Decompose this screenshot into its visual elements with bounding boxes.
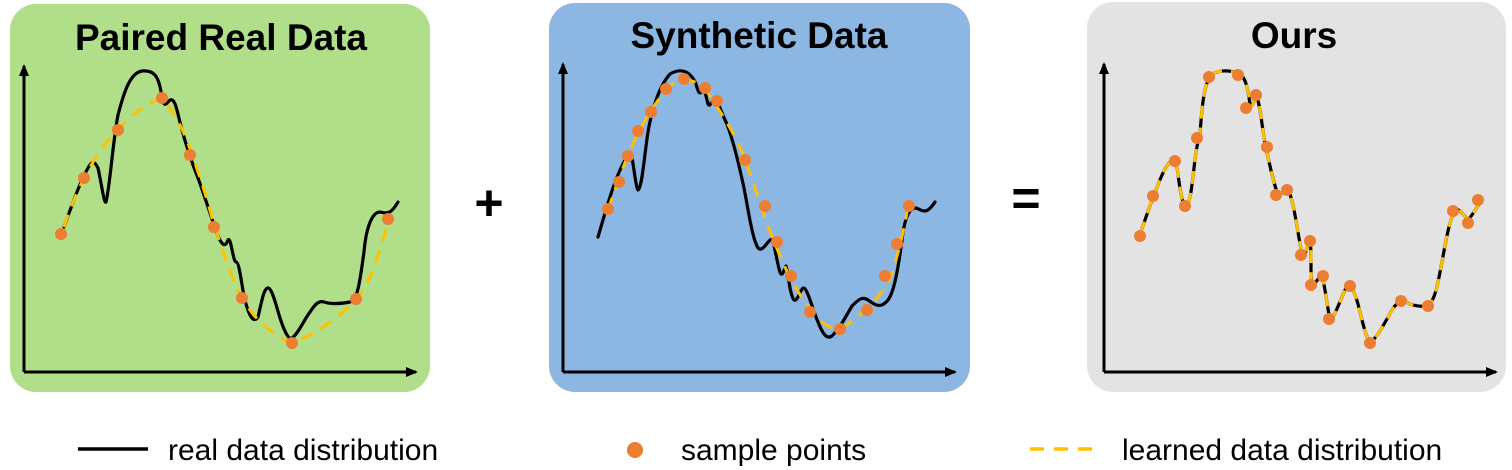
panel-title: Synthetic Data [630, 15, 887, 56]
sample-point [903, 200, 915, 212]
equals-sign: = [1011, 170, 1040, 226]
sample-point [236, 292, 248, 304]
sample-point [1240, 102, 1252, 114]
sample-point [1323, 313, 1335, 325]
sample-point [112, 124, 124, 136]
legend-item-sample: sample points [627, 434, 866, 467]
sample-point [1344, 280, 1356, 292]
sample-point [1304, 235, 1316, 247]
sample-point [1169, 155, 1181, 167]
sample-point [1261, 141, 1273, 153]
legend: real data distribution sample points lea… [78, 434, 1442, 467]
sample-point [350, 293, 362, 305]
sample-point [804, 306, 816, 318]
panel-background [1087, 2, 1506, 392]
sample-point [208, 221, 220, 233]
sample-point [1462, 217, 1474, 229]
sample-points [1134, 69, 1484, 349]
sample-point [1191, 132, 1203, 144]
sample-point [1395, 295, 1407, 307]
sample-point [632, 125, 644, 137]
sample-point [622, 150, 634, 162]
sample-point [678, 73, 690, 85]
sample-point [1364, 337, 1376, 349]
sample-point [1305, 279, 1317, 291]
sample-point [156, 92, 168, 104]
sample-point [785, 270, 797, 282]
sample-point [699, 82, 711, 94]
sample-point [613, 176, 625, 188]
sample-point [645, 106, 657, 118]
panel-background [549, 3, 970, 392]
sample-point [759, 200, 771, 212]
legend-item-real: real data distribution [78, 434, 438, 467]
sample-point [879, 270, 891, 282]
sample-points [602, 73, 915, 335]
sample-point [1179, 200, 1191, 212]
legend-swatch-dot [627, 442, 643, 458]
sample-point [711, 95, 723, 107]
panel-background [10, 4, 430, 392]
panel-paired-real-data: Paired Real Data [10, 4, 430, 392]
panel-title: Paired Real Data [75, 17, 367, 58]
sample-point [1250, 89, 1262, 101]
sample-point [1472, 194, 1484, 206]
sample-point [1447, 205, 1459, 217]
sample-point [382, 213, 394, 225]
sample-point [1203, 71, 1215, 83]
sample-point [891, 238, 903, 250]
sample-point [1317, 270, 1329, 282]
sample-point [602, 203, 614, 215]
sample-point [1281, 184, 1293, 196]
sample-point [1295, 249, 1307, 261]
sample-point [286, 337, 298, 349]
plus-sign: + [474, 175, 503, 231]
panel-title: Ours [1251, 15, 1337, 56]
sample-point [660, 83, 672, 95]
sample-point [1270, 189, 1282, 201]
sample-point [1422, 300, 1434, 312]
sample-point [1232, 69, 1244, 81]
panel-synthetic-data: Synthetic Data [549, 3, 970, 392]
sample-point [78, 172, 90, 184]
sample-point [771, 236, 783, 248]
legend-label-learned: learned data distribution [1122, 434, 1442, 467]
real-data-curve [596, 69, 937, 339]
sample-point [739, 154, 751, 166]
legend-label-sample: sample points [681, 434, 866, 467]
sample-point [1134, 230, 1146, 242]
sample-points [55, 92, 394, 349]
panel-ours: Ours [1087, 2, 1506, 392]
sample-point [184, 149, 196, 161]
sample-point [55, 228, 67, 240]
sample-point [1147, 190, 1159, 202]
legend-item-learned: learned data distribution [1030, 434, 1442, 467]
legend-label-real: real data distribution [168, 434, 438, 467]
sample-point [861, 304, 873, 316]
sample-point [834, 323, 846, 335]
learned-data-curve [606, 78, 910, 331]
